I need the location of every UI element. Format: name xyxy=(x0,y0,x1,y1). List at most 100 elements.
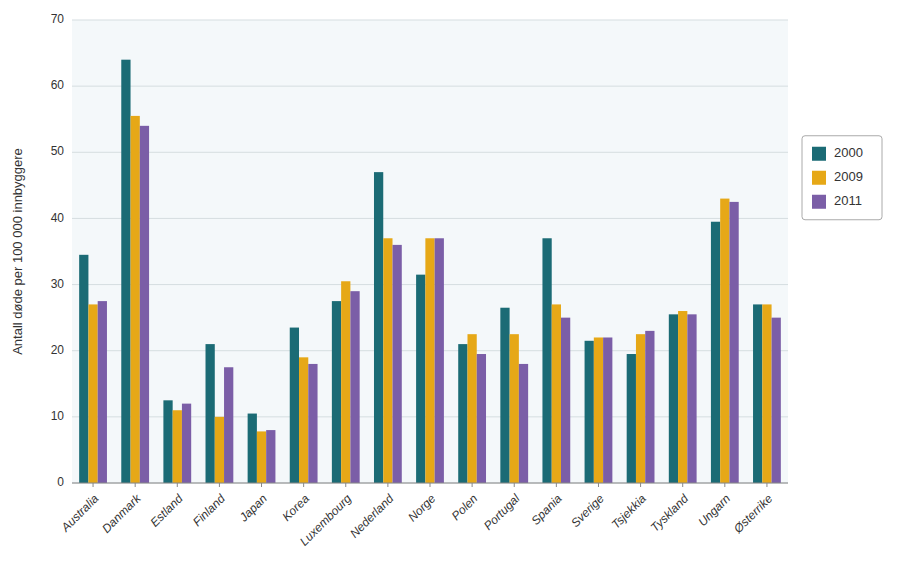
x-tick-label: Portugal xyxy=(481,491,523,533)
legend-swatch xyxy=(812,195,826,209)
y-tick-label: 40 xyxy=(51,211,65,225)
bar xyxy=(131,116,140,483)
legend-label: 2000 xyxy=(834,145,863,160)
x-tick-label: Tyskland xyxy=(648,491,691,534)
bar xyxy=(500,308,509,483)
y-tick-label: 0 xyxy=(57,475,64,489)
bar xyxy=(332,301,341,483)
bar xyxy=(678,311,687,483)
bar xyxy=(88,304,97,483)
chart: 0 10 20 30 40 50 60 70 AustraliaDanmarkEstlandFi… xyxy=(0,0,908,581)
bar xyxy=(374,172,383,483)
x-tick xyxy=(556,483,557,487)
bar xyxy=(121,60,130,483)
bar xyxy=(248,414,257,483)
x-tick xyxy=(766,483,767,487)
bar xyxy=(636,334,645,483)
x-tick xyxy=(430,483,431,487)
x-tick-label: Nederland xyxy=(347,491,396,540)
y-tick-label: 50 xyxy=(51,144,65,158)
bar xyxy=(603,337,612,483)
x-tick-label: Australia xyxy=(58,491,102,535)
grid-line xyxy=(72,152,788,153)
x-tick-label: Luxembourg xyxy=(297,491,354,548)
bar xyxy=(594,337,603,483)
bar xyxy=(542,238,551,483)
bar xyxy=(510,334,519,483)
bar xyxy=(753,304,762,483)
bar xyxy=(772,318,781,483)
x-tick xyxy=(93,483,94,487)
bar xyxy=(350,291,359,483)
grid-line xyxy=(72,86,788,87)
bar xyxy=(645,331,654,483)
legend-label: 2009 xyxy=(834,169,863,184)
legend-swatch xyxy=(812,171,826,185)
grid-line xyxy=(72,20,788,21)
bar xyxy=(416,275,425,483)
y-tick-label: 70 xyxy=(51,12,65,26)
x-tick xyxy=(640,483,641,487)
x-tick xyxy=(472,483,473,487)
bar xyxy=(341,281,350,483)
x-tick-label: Polen xyxy=(449,491,481,523)
x-tick-label: Finland xyxy=(190,491,228,529)
bar xyxy=(182,404,191,483)
x-tick-label: Estland xyxy=(147,491,185,529)
y-tick-label: 10 xyxy=(51,409,65,423)
bar xyxy=(687,314,696,483)
y-tick-label: 20 xyxy=(51,343,65,357)
x-tick-label: Ungarn xyxy=(695,491,733,529)
x-tick-label: Østerrike xyxy=(730,491,775,536)
x-tick xyxy=(514,483,515,487)
y-tick-label: 30 xyxy=(51,277,65,291)
bars xyxy=(79,60,781,483)
bar xyxy=(266,430,275,483)
y-axis-label: Antall døde per 100 000 innbyggere xyxy=(10,148,25,355)
x-tick xyxy=(135,483,136,487)
bar xyxy=(206,344,215,483)
bar xyxy=(257,431,266,483)
legend-label: 2011 xyxy=(834,193,862,208)
bar xyxy=(98,301,107,483)
bar xyxy=(585,341,594,483)
plot-area xyxy=(72,20,788,483)
x-tick xyxy=(219,483,220,487)
x-tick-label: Sverige xyxy=(568,491,607,530)
bar xyxy=(711,222,720,483)
bar xyxy=(173,410,182,483)
x-tick-label: Danmark xyxy=(99,491,144,536)
bar xyxy=(393,245,402,483)
page: {"chart_data": {"type": "bar", "categori… xyxy=(0,0,908,581)
x-tick xyxy=(303,483,304,487)
legend-box xyxy=(802,136,882,220)
x-tick xyxy=(261,483,262,487)
bar xyxy=(308,364,317,483)
bar xyxy=(140,126,149,483)
x-tick xyxy=(387,483,388,487)
bar xyxy=(224,367,233,483)
bar xyxy=(163,400,172,483)
x-tick-label: Norge xyxy=(405,491,438,524)
x-tick xyxy=(345,483,346,487)
legend: 2000 2009 2011 xyxy=(802,136,882,220)
x-axis: AustraliaDanmarkEstlandFinlandJapanKorea… xyxy=(58,483,788,549)
bar xyxy=(215,417,224,483)
bar xyxy=(383,238,392,483)
bar xyxy=(477,354,486,483)
bar xyxy=(519,364,528,483)
x-tick-label: Japan xyxy=(236,491,270,525)
bar xyxy=(79,255,88,483)
legend-swatch xyxy=(812,147,826,161)
bar xyxy=(627,354,636,483)
bar xyxy=(720,199,729,483)
x-tick-label: Tsjekkia xyxy=(609,491,649,531)
bar xyxy=(561,318,570,483)
x-tick xyxy=(598,483,599,487)
grid-line xyxy=(72,218,788,219)
bar xyxy=(290,328,299,483)
bar xyxy=(762,304,771,483)
y-tick-label: 60 xyxy=(51,78,65,92)
y-axis: 0 10 20 30 40 50 60 70 xyxy=(51,12,788,489)
bar xyxy=(458,344,467,483)
